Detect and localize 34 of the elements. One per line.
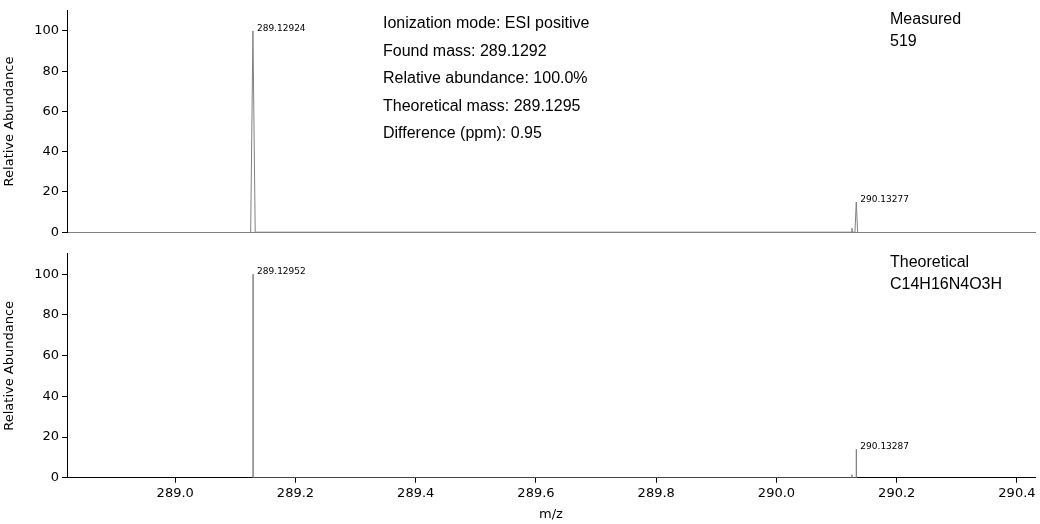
y-tick-label: 0 [50, 223, 59, 239]
y-tick-label: 80 [42, 62, 59, 78]
annotation: Difference (ppm): 0.95 [383, 124, 542, 142]
y-tick-label: 100 [34, 22, 59, 38]
y-tick-label: 60 [42, 102, 59, 118]
y-tick-label: 100 [34, 265, 59, 281]
x-tick-label: 289.6 [517, 484, 555, 500]
y-tick-label: 40 [42, 143, 59, 159]
y-tick-label: 60 [42, 346, 59, 362]
y-axis-title: Relative Abundance [1, 300, 17, 431]
y-tick-label: 0 [50, 469, 59, 485]
annotation: 289.12952 [257, 266, 306, 277]
y-tick-label: 20 [42, 428, 59, 444]
x-tick-label: 289.0 [156, 484, 194, 500]
annotation: 290.13287 [860, 441, 910, 452]
annotation: Measured 519 [890, 10, 962, 50]
annotation: 289.12924 [256, 22, 306, 33]
x-tick-label: 290.0 [757, 484, 796, 500]
annotation: Ionization mode: ESI positive [383, 14, 590, 32]
y-tick-label: 80 [42, 306, 59, 322]
x-tick-label: 289.4 [397, 484, 435, 500]
annotation: Theoretical mass: 289.1295 [383, 96, 581, 114]
y-tick-label: 40 [42, 387, 59, 403]
annotation: Relative abundance: 100.0% [383, 69, 588, 87]
x-tick-label: 290.4 [998, 484, 1036, 500]
x-tick-label: 290.2 [878, 484, 916, 500]
x-tick-label: 289.2 [276, 484, 315, 500]
annotation: Theoretical C14H16N4O3H [890, 253, 1003, 293]
annotation: Found mass: 289.1292 [383, 41, 547, 59]
y-tick-label: 20 [42, 183, 59, 199]
x-axis-title: m/z [539, 505, 564, 521]
y-axis-title: Relative Abundance [1, 56, 17, 187]
x-tick-label: 289.8 [637, 484, 675, 500]
annotation: 290.13277 [860, 193, 909, 204]
